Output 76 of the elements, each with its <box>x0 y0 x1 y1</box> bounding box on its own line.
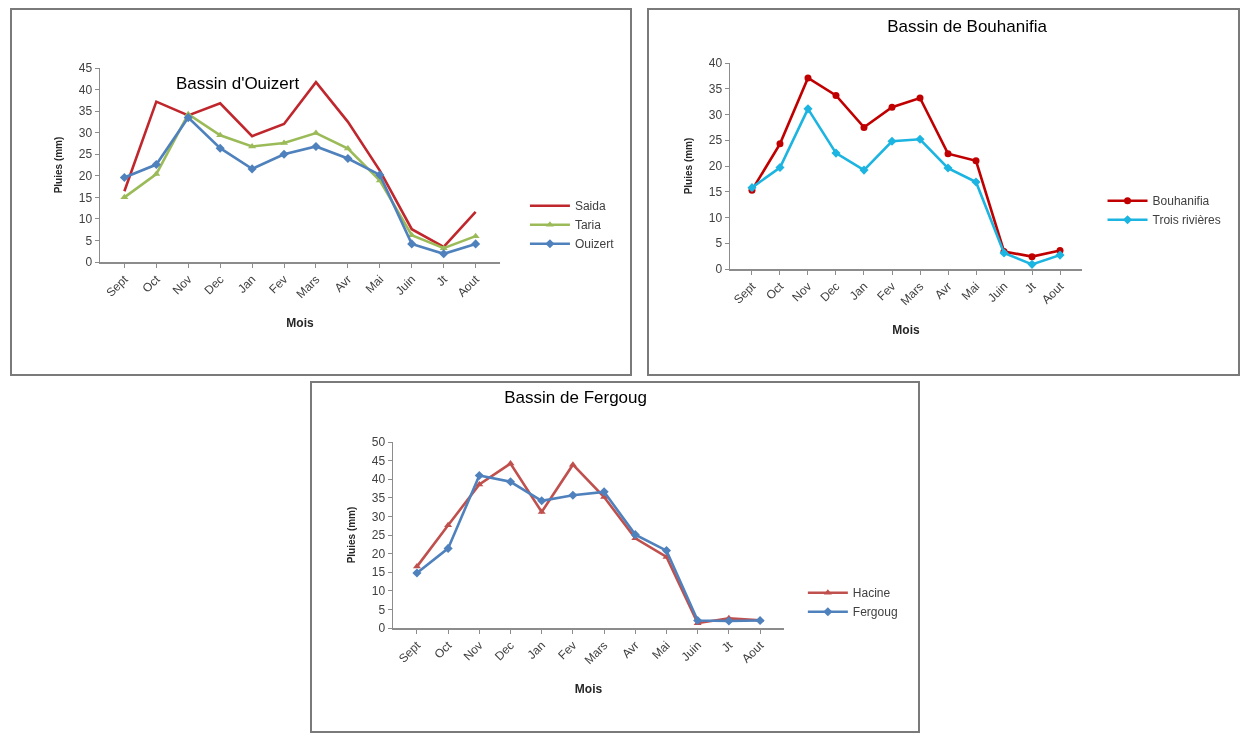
x-tick-label: Juin <box>984 279 1011 305</box>
y-tick-label: 35 <box>78 104 93 119</box>
x-tick-label: Fev <box>555 638 580 663</box>
x-axis-title: Mois <box>286 315 314 330</box>
y-tick-label: 25 <box>371 528 386 543</box>
y-tick-label: 45 <box>78 61 93 76</box>
x-tick-label: Jt <box>1021 278 1039 296</box>
y-tick-label: 35 <box>371 491 386 505</box>
x-tick-label: Jan <box>234 272 259 296</box>
y-tick-label: 20 <box>78 168 93 183</box>
x-tick-label: Jan <box>846 279 871 303</box>
x-axis-title: Mois <box>892 322 920 337</box>
y-tick-label: 15 <box>371 565 386 580</box>
y-tick-label: 30 <box>708 107 723 122</box>
y-tick-label: 45 <box>371 453 386 468</box>
y-tick-label: 40 <box>78 82 93 97</box>
chart-title: Bassin d'Ouizert <box>175 73 300 93</box>
y-tick-label: 30 <box>371 509 386 524</box>
y-tick-label: 40 <box>371 472 386 487</box>
y-tick-label: 5 <box>85 233 93 248</box>
y-tick-label: 30 <box>78 125 93 140</box>
y-tick-label: 0 <box>378 621 386 636</box>
x-tick-label: Mai <box>958 279 983 303</box>
x-tick-label: Dec <box>817 279 843 305</box>
y-tick-label: 25 <box>708 133 723 148</box>
x-tick-label: Oct <box>431 637 455 662</box>
x-tick-label: Oct <box>763 278 787 303</box>
x-tick-label: Sept <box>103 271 132 300</box>
chart-title: Bassin de Fergoug <box>504 387 647 407</box>
x-tick-label: Jt <box>433 271 451 289</box>
x-tick-label: Avr <box>331 272 355 295</box>
y-tick-label: 10 <box>371 584 386 598</box>
y-axis-title: Pluies (mm) <box>345 506 357 564</box>
y-tick-label: 25 <box>78 147 93 162</box>
x-tick-label: Juin <box>678 638 705 664</box>
legend-label: Hacine <box>852 586 891 601</box>
x-tick-label: Nov <box>169 272 195 298</box>
y-tick-label: 20 <box>371 546 386 561</box>
x-tick-label: Avr <box>619 638 642 661</box>
y-tick-label: 5 <box>715 236 723 251</box>
x-tick-label: Mai <box>362 272 387 296</box>
legend-label: Saida <box>574 199 606 214</box>
y-tick-label: 15 <box>78 190 93 205</box>
y-tick-label: 10 <box>708 210 723 225</box>
x-tick-label: Nov <box>460 638 486 664</box>
x-tick-label: Jan <box>524 638 549 662</box>
x-axis-title: Mois <box>574 681 603 696</box>
y-tick-label: 35 <box>708 81 723 96</box>
y-tick-label: 5 <box>378 602 386 617</box>
x-tick-label: Sept <box>730 278 759 307</box>
y-tick-label: 0 <box>715 262 723 277</box>
y-tick-label: 0 <box>85 255 93 270</box>
x-tick-label: Oct <box>139 271 164 296</box>
y-tick-label: 20 <box>708 159 723 174</box>
x-tick-label: Sept <box>395 637 424 666</box>
legend-label: Bouhanifia <box>1152 194 1210 209</box>
y-axis-title: Pluies (mm) <box>52 136 64 194</box>
x-tick-label: Fev <box>266 272 291 297</box>
y-tick-label: 40 <box>708 56 723 71</box>
x-tick-label: Avr <box>931 279 955 302</box>
x-tick-label: Mai <box>649 638 673 662</box>
legend-label: Taria <box>574 218 602 233</box>
x-tick-label: Dec <box>201 272 227 298</box>
legend-label: Trois rivières <box>1152 213 1221 228</box>
x-tick-label: Fev <box>874 279 899 304</box>
legend-label: Ouizert <box>574 237 615 252</box>
y-axis-title: Pluies (mm) <box>682 137 694 195</box>
legend-label: Fergoug <box>852 605 898 620</box>
chart-title: Bassin de Bouhanifia <box>887 17 1048 37</box>
x-tick-label: Juin <box>392 272 419 298</box>
y-tick-label: 15 <box>708 184 723 199</box>
x-tick-label: Dec <box>491 638 517 664</box>
y-tick-label: 10 <box>78 212 93 227</box>
x-tick-label: Nov <box>789 279 815 305</box>
y-tick-label: 50 <box>371 435 386 450</box>
x-tick-label: Jt <box>718 637 736 655</box>
